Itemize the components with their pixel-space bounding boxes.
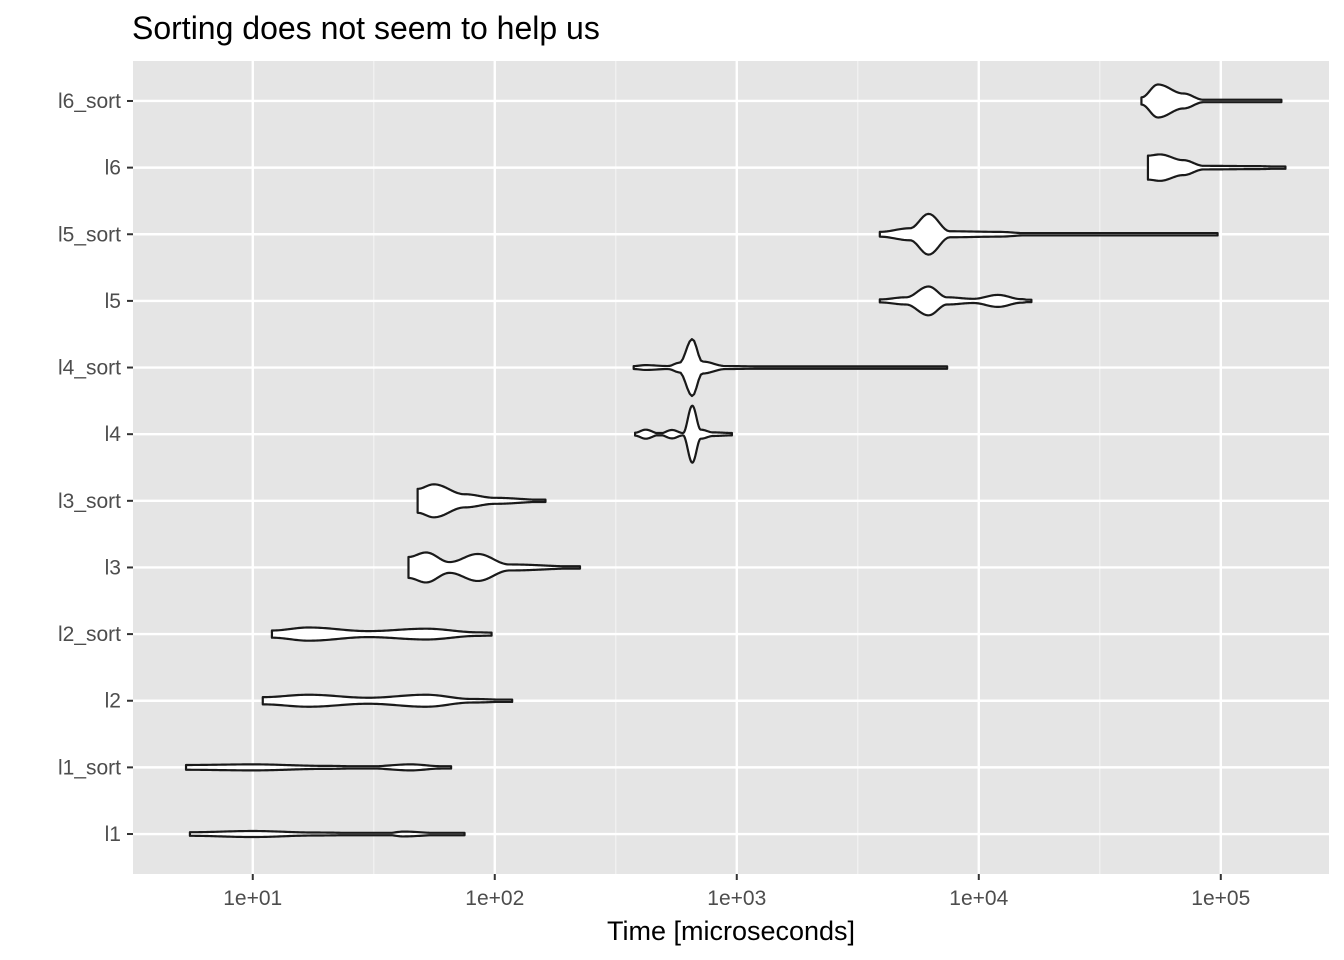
violin-l6_sort (1140, 83, 1283, 119)
x-tick-label-1: 1e+02 (465, 887, 524, 910)
x-axis: 1e+01 1e+02 1e+03 1e+04 1e+05 (223, 874, 1250, 910)
minor-gridlines (373, 61, 1101, 874)
y-tick-label-l1: l1 (105, 823, 121, 846)
y-tick-label-l2_sort: l2_sort (58, 623, 121, 646)
x-tick-label-4: 1e+05 (1191, 887, 1250, 910)
x-tick-label-3: 1e+04 (949, 887, 1008, 910)
y-tick-label-l4_sort: l4_sort (58, 357, 121, 380)
violins (184, 83, 1287, 839)
violin-l5 (878, 285, 1033, 317)
x-tick-label-2: 1e+03 (707, 887, 766, 910)
y-axis: l1 l1_sort l2 l2_sort l3 l3_sort l4 l4_sort l5 l5… (58, 90, 133, 846)
chart-title: Sorting does not seem to help us (132, 10, 600, 46)
x-axis-label: Time [microseconds] (607, 916, 855, 946)
y-tick-label-l6_sort: l6_sort (58, 90, 121, 113)
violin-l5_sort (878, 212, 1219, 256)
y-tick-label-l6: l6 (105, 157, 121, 180)
plot-panel (133, 61, 1329, 874)
violin-l2_sort (270, 626, 493, 642)
y-tick-label-l3_sort: l3_sort (58, 490, 121, 513)
y-tick-label-l5: l5 (105, 290, 121, 313)
violin-l6 (1146, 153, 1287, 182)
violin-l3_sort (416, 483, 547, 519)
violin-l4_sort (632, 338, 949, 398)
violin-l2 (261, 693, 514, 708)
violin-l4 (633, 404, 734, 464)
violin-l3 (407, 551, 582, 584)
violin-l1 (188, 829, 466, 839)
y-tick-label-l1_sort: l1_sort (58, 756, 121, 779)
y-tick-label-l3: l3 (105, 556, 121, 579)
violin-l1_sort (184, 763, 453, 772)
y-tick-label-l5_sort: l5_sort (58, 223, 121, 246)
y-tick-label-l2: l2 (105, 690, 121, 713)
x-tick-label-0: 1e+01 (223, 887, 282, 910)
y-tick-label-l4: l4 (105, 423, 122, 446)
